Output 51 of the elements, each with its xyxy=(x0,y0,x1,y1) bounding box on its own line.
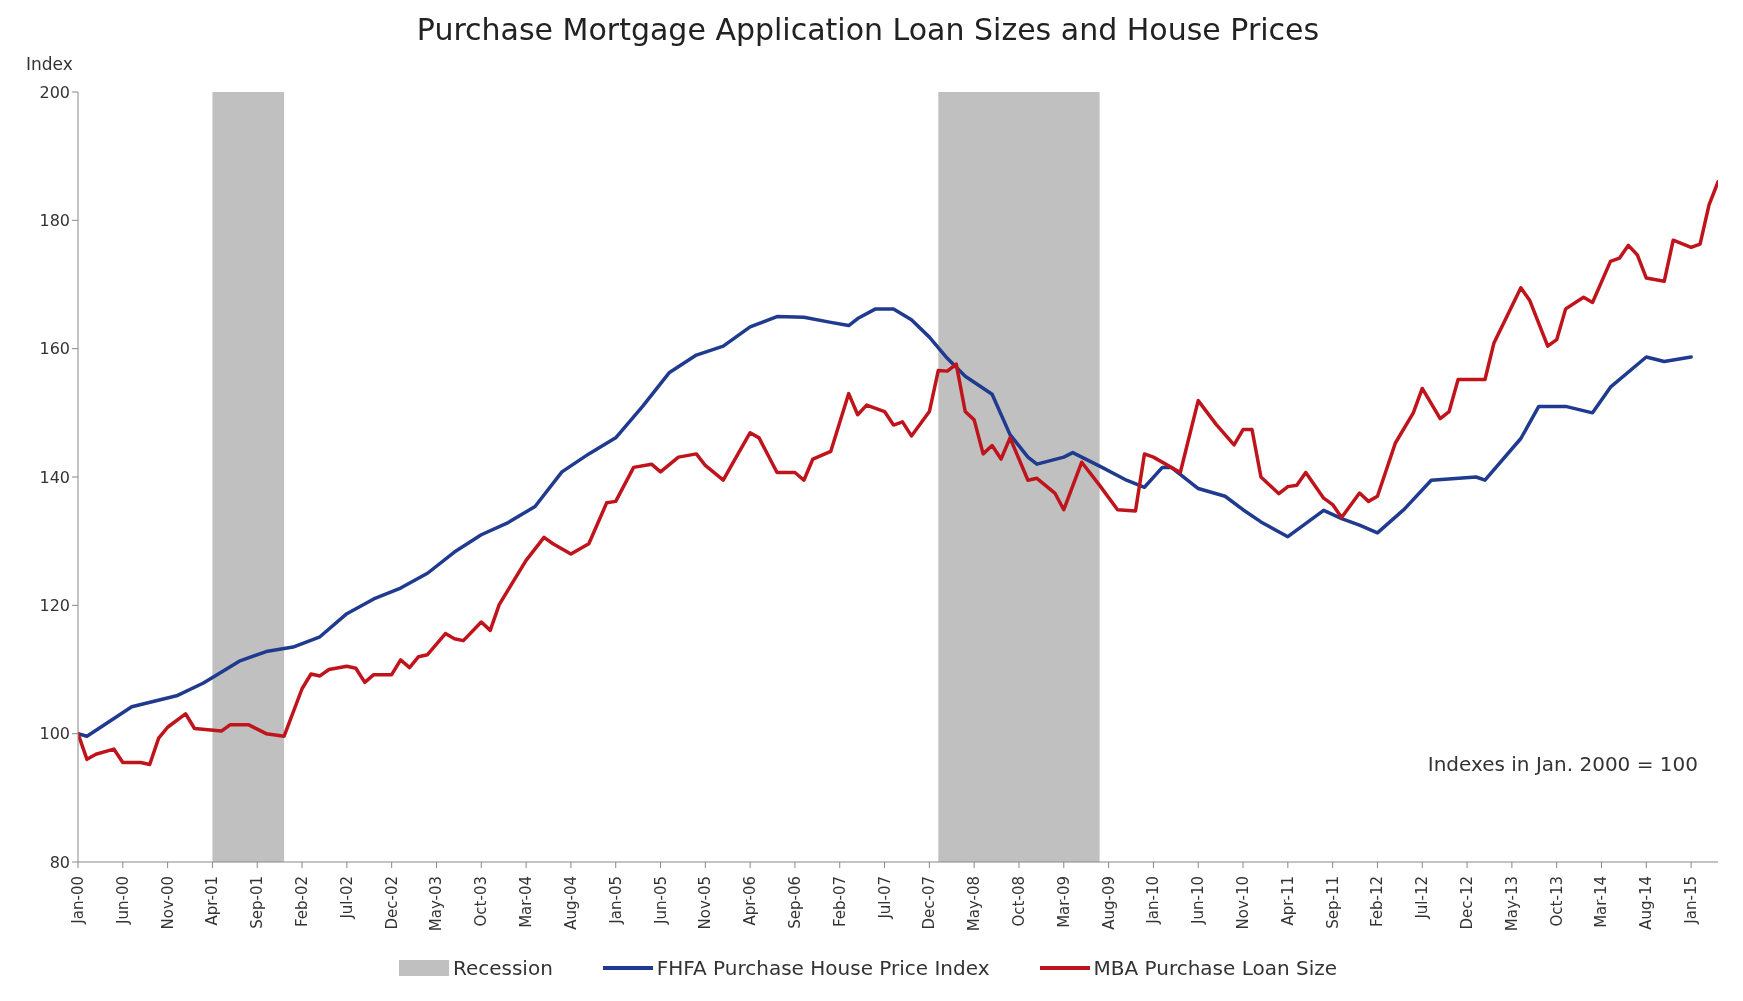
x-tick-label: Oct-08 xyxy=(1009,876,1028,927)
y-tick-label: 120 xyxy=(39,596,70,616)
x-tick-label: Jan-10 xyxy=(1144,876,1163,925)
x-tick-label: Mar-14 xyxy=(1592,876,1611,928)
x-tick-label: Aug-14 xyxy=(1637,876,1656,930)
y-tick-label: 100 xyxy=(39,724,70,744)
x-tick-label: Jun-10 xyxy=(1189,876,1208,925)
x-tick-label: Nov-05 xyxy=(696,876,715,930)
x-tick-label: Dec-07 xyxy=(920,876,939,930)
chart-title: Purchase Mortgage Application Loan Sizes and House Prices xyxy=(415,11,1321,49)
x-tick-label: Jun-00 xyxy=(113,876,132,925)
legend-label: FHFA Purchase House Price Index xyxy=(656,956,990,980)
line-series xyxy=(78,307,1693,738)
x-tick-label: Jan-15 xyxy=(1682,876,1701,925)
legend-label: Recession xyxy=(452,956,553,980)
x-tick-label: Nov-10 xyxy=(1234,876,1253,930)
x-tick-label: Apr-11 xyxy=(1278,876,1297,926)
x-tick-label: Sep-01 xyxy=(248,876,267,929)
x-tick-label: Mar-09 xyxy=(1054,876,1073,928)
y-tick-label: 200 xyxy=(39,82,70,102)
y-tick-label: 160 xyxy=(39,339,70,359)
x-tick-label: Dec-12 xyxy=(1458,876,1477,930)
x-tick-label: Feb-12 xyxy=(1368,876,1387,928)
x-tick-label: Oct-03 xyxy=(472,876,491,927)
x-tick-label: Feb-07 xyxy=(830,876,849,928)
x-tick-label: Jul-02 xyxy=(337,876,356,920)
x-tick-label: Feb-02 xyxy=(293,876,312,928)
x-tick-label: Oct-13 xyxy=(1547,876,1566,927)
x-tick-label: Dec-02 xyxy=(382,876,401,930)
x-tick-label: Apr-06 xyxy=(741,876,760,926)
y-axis-title: Index xyxy=(26,54,73,74)
x-tick-label: May-03 xyxy=(427,876,446,932)
x-tick-label: Jul-07 xyxy=(875,876,894,920)
x-tick-label: Sep-11 xyxy=(1323,876,1342,929)
x-tick-label: Jan-00 xyxy=(69,876,87,925)
annotation: Indexes in Jan. 2000 = 100 xyxy=(1427,752,1698,776)
x-tick-label: Aug-04 xyxy=(561,876,580,930)
x-tick-label: Jan-05 xyxy=(606,876,625,925)
y-tick-label: 180 xyxy=(39,211,70,231)
x-tick-label: Nov-00 xyxy=(158,876,177,930)
x-tick-label: Aug-09 xyxy=(1099,876,1118,930)
x-tick-label: Jul-12 xyxy=(1413,876,1432,920)
x-tick-label: May-08 xyxy=(965,876,984,932)
x-tick-label: Sep-06 xyxy=(785,876,804,929)
x-tick-label: May-13 xyxy=(1502,876,1521,932)
x-tick-label: Jun-05 xyxy=(651,876,670,925)
x-tick-label: Mar-04 xyxy=(517,876,536,928)
legend-label: MBA Purchase Loan Size xyxy=(1093,956,1338,980)
x-tick-label: Apr-01 xyxy=(203,876,222,926)
y-tick-label: 80 xyxy=(49,852,70,872)
y-tick-label: 140 xyxy=(39,467,70,487)
